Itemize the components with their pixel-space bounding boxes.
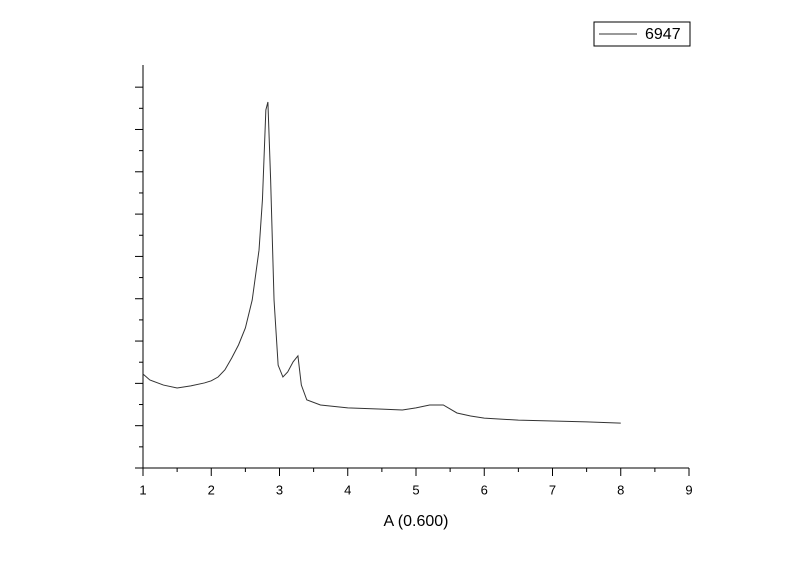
x-tick-label: 6 <box>481 482 488 497</box>
x-axis-label: A (0.600) <box>384 513 449 530</box>
data-line <box>142 101 621 424</box>
x-tick-label: 4 <box>344 482 351 497</box>
x-tick-label: 1 <box>139 482 146 497</box>
legend-label: 6947 <box>645 26 681 43</box>
x-tick-label: 7 <box>549 482 556 497</box>
x-tick-label: 2 <box>208 482 215 497</box>
x-tick-label: 9 <box>685 482 692 497</box>
x-tick-label: 5 <box>412 482 419 497</box>
x-tick-label: 3 <box>276 482 283 497</box>
x-tick-label: 8 <box>617 482 624 497</box>
